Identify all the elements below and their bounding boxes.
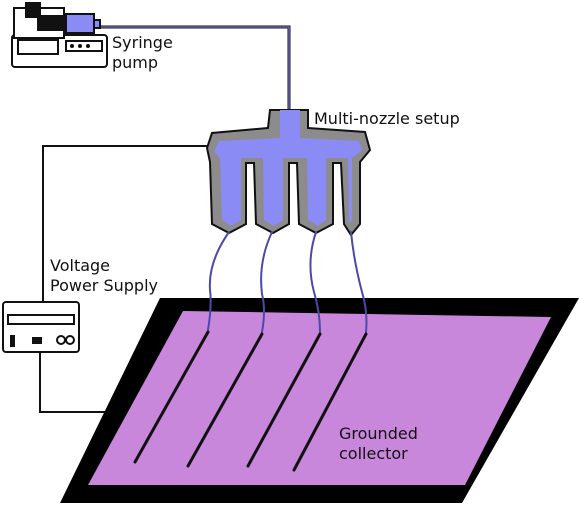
fiber-line-3 [246,332,322,468]
fiber-line-2 [186,332,264,468]
syringe-pump-label: Syringe pump [112,33,173,73]
syringe-barrel [65,13,95,34]
syringe-pump-label-line-2: pump [112,53,159,72]
power-to-collector-wire [39,352,122,413]
fiber-line-1 [133,330,210,464]
pump-panel [17,39,59,55]
multi-nozzle-label: Multi-nozzle setup [314,109,460,128]
syringe-pump-label-line-1: Syringe [112,33,173,52]
grounded-collector [60,298,579,503]
voltage-supply-label-line-2: Power Supply [50,276,158,295]
deposited-fibers [133,330,368,472]
jet-2 [260,231,273,333]
grounded-collector-label: Grounded collector [339,424,418,464]
pump-carriage [25,2,41,18]
syringe-pump [11,2,108,68]
wires [39,25,291,413]
supply-display [7,314,75,325]
fluid-channels [214,110,362,226]
jet-3 [309,231,321,333]
fiber-jets [207,231,368,333]
multi-nozzle-head [205,109,372,237]
pump-display [65,40,103,52]
jet-1 [207,231,230,331]
voltage-power-supply [2,301,80,353]
power-to-nozzle-wire [42,145,212,302]
voltage-supply-label-line-1: Voltage [50,256,111,275]
pump-feed-tube-core [100,26,290,112]
collector-surface [88,311,551,485]
grounded-collector-label-line-2: collector [339,444,408,463]
grounded-collector-label-line-1: Grounded [339,424,418,443]
fiber-line-4 [292,332,368,472]
jet-4 [350,231,368,333]
voltage-supply-label: Voltage Power Supply [50,256,158,296]
